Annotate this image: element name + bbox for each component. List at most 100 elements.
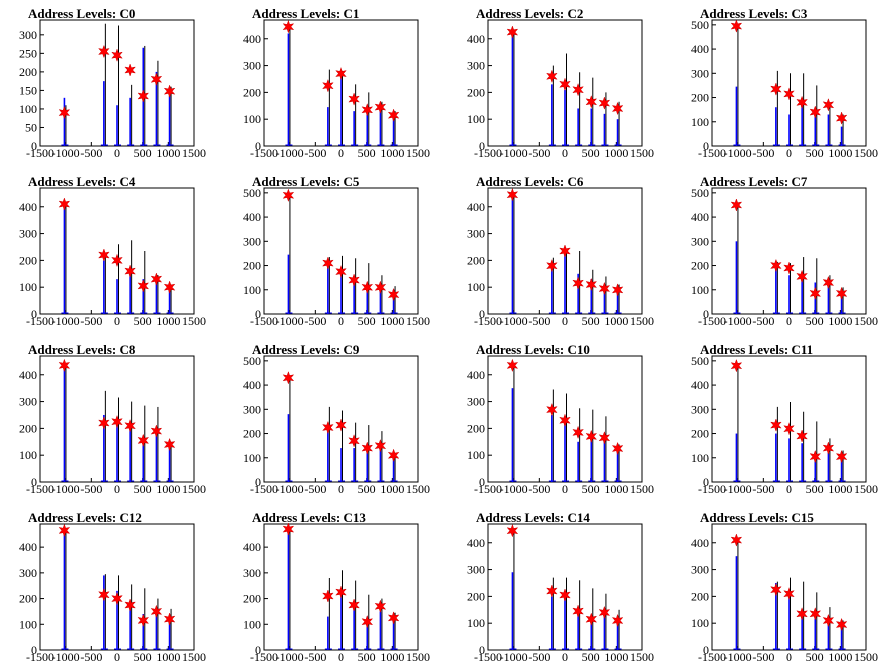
y-tick-label: 100 — [243, 283, 261, 297]
star-marker — [282, 371, 295, 385]
star-marker — [124, 598, 136, 612]
star-marker — [796, 95, 808, 110]
star-marker — [150, 424, 163, 438]
y-tick-label: 0 — [479, 475, 485, 489]
star-marker — [361, 280, 374, 295]
star-marker — [387, 611, 400, 625]
y-tick-label: 100 — [243, 112, 261, 126]
chart-panel-c12: Address Levels: C12 0 100 200 300 400 -1500 -10… — [0, 504, 224, 672]
x-tick-label: -1000 — [276, 146, 304, 160]
chart-panel-c7: Address Levels: C7 0 100 200 300 400 500 -1500-… — [672, 168, 896, 336]
x-tick-label: 1000 — [828, 650, 852, 664]
x-tick-label: -1000 — [276, 650, 304, 664]
x-tick-label: 0 — [338, 482, 344, 496]
y-tick-label: 200 — [691, 259, 709, 273]
x-tick-label: -1500 — [250, 146, 278, 160]
x-tick-label: 500 — [806, 146, 824, 160]
star-marker — [835, 449, 848, 464]
x-tick-label: -500 — [304, 314, 326, 328]
y-tick-label: 400 — [691, 378, 709, 392]
star-marker — [98, 248, 110, 262]
star-marker — [835, 617, 848, 632]
x-tick-label: -1500 — [474, 482, 502, 496]
star-marker — [282, 188, 295, 203]
star-marker — [611, 283, 624, 297]
star-marker — [611, 441, 624, 456]
star-marker — [137, 613, 150, 628]
y-tick-label: 400 — [243, 378, 261, 392]
star-marker — [163, 437, 176, 452]
y-tick-label: 400 — [467, 32, 485, 46]
chart-panel-c13: Address Levels: C13 0 100 200 300 400 -1500 -10… — [224, 504, 448, 672]
star-marker — [598, 605, 611, 620]
star-marker — [572, 604, 584, 618]
x-tick-label: 0 — [114, 146, 120, 160]
chart-panel-c10: Address Levels: C10 0 100 200 300 400 -1500 -10… — [448, 336, 672, 504]
star-marker — [730, 358, 743, 373]
x-tick-label: -500 — [752, 482, 774, 496]
y-tick-label: 300 — [19, 28, 37, 42]
y-tick-label: 400 — [19, 540, 37, 554]
star-marker — [506, 523, 519, 538]
y-tick-label: 300 — [19, 566, 37, 580]
chart-panel-c0: Address Levels: C0 0 50 100 150 200 250 300 -150… — [0, 0, 224, 168]
star-marker — [322, 420, 334, 435]
y-tick-label: 400 — [243, 540, 261, 554]
x-tick-label: -1500 — [698, 314, 726, 328]
chart-title: Address Levels: C13 — [252, 510, 366, 525]
chart-svg: Address Levels: C50100200300400500-1500-… — [243, 174, 430, 328]
star-marker — [163, 612, 176, 626]
y-tick-label: 0 — [703, 139, 709, 153]
x-tick-label: -1000 — [500, 314, 528, 328]
x-tick-label: 500 — [134, 314, 152, 328]
star-marker — [730, 19, 743, 33]
x-tick-label: -500 — [80, 314, 102, 328]
y-tick-label: 300 — [243, 234, 261, 248]
y-tick-label: 300 — [467, 563, 485, 577]
star-marker — [796, 429, 808, 443]
x-tick-label: 1000 — [156, 146, 180, 160]
y-tick-label: 0 — [31, 307, 37, 321]
star-marker — [770, 82, 782, 96]
chart-title: Address Levels: C3 — [700, 6, 808, 21]
y-tick-label: 400 — [691, 42, 709, 56]
x-tick-label: 500 — [582, 146, 600, 160]
y-tick-label: 0 — [479, 139, 485, 153]
chart-title: Address Levels: C0 — [28, 6, 135, 21]
star-marker — [150, 272, 163, 286]
chart-panel-c9: Address Levels: C9 0 100 200 300 400 500 -1500-… — [224, 336, 448, 504]
star-marker — [348, 434, 360, 448]
star-marker — [374, 599, 387, 614]
star-marker — [374, 280, 387, 295]
star-marker — [809, 105, 822, 119]
star-marker — [822, 275, 835, 290]
chart-svg: Address Levels: C4 0 100 200 300 400 -1500-100… — [19, 174, 206, 328]
x-tick-label: 0 — [338, 314, 344, 328]
y-tick-label: 300 — [467, 59, 485, 73]
y-tick-label: 400 — [467, 200, 485, 214]
y-tick-label: 300 — [691, 234, 709, 248]
y-tick-label: 400 — [691, 210, 709, 224]
chart-panel-c1: Address Levels: C1 0 100 200 300 400 -1500 -100… — [224, 0, 448, 168]
star-marker — [335, 418, 347, 432]
x-tick-label: -1000 — [500, 146, 528, 160]
x-tick-label: 0 — [562, 146, 568, 160]
y-tick-label: 200 — [467, 85, 485, 99]
y-tick-label: 300 — [691, 402, 709, 416]
y-tick-label: 300 — [243, 59, 261, 73]
star-marker — [809, 286, 822, 301]
star-marker — [137, 89, 150, 103]
star-marker — [348, 598, 360, 612]
x-tick-label: 0 — [786, 650, 792, 664]
star-marker — [783, 586, 795, 601]
star-marker — [822, 441, 835, 455]
star-marker — [506, 358, 519, 373]
star-marker — [598, 96, 611, 110]
chart-title: Address Levels: C7 — [700, 174, 808, 189]
chart-svg: Address Levels: C12 0 100 200 300 400 -1500-10… — [19, 510, 206, 664]
chart-panel-c11: Address Levels: C11 0 100 200 300 400 500 -1500… — [672, 336, 896, 504]
x-tick-label: -1500 — [26, 146, 54, 160]
x-tick-label: -1500 — [474, 314, 502, 328]
y-tick-label: 200 — [243, 427, 261, 441]
